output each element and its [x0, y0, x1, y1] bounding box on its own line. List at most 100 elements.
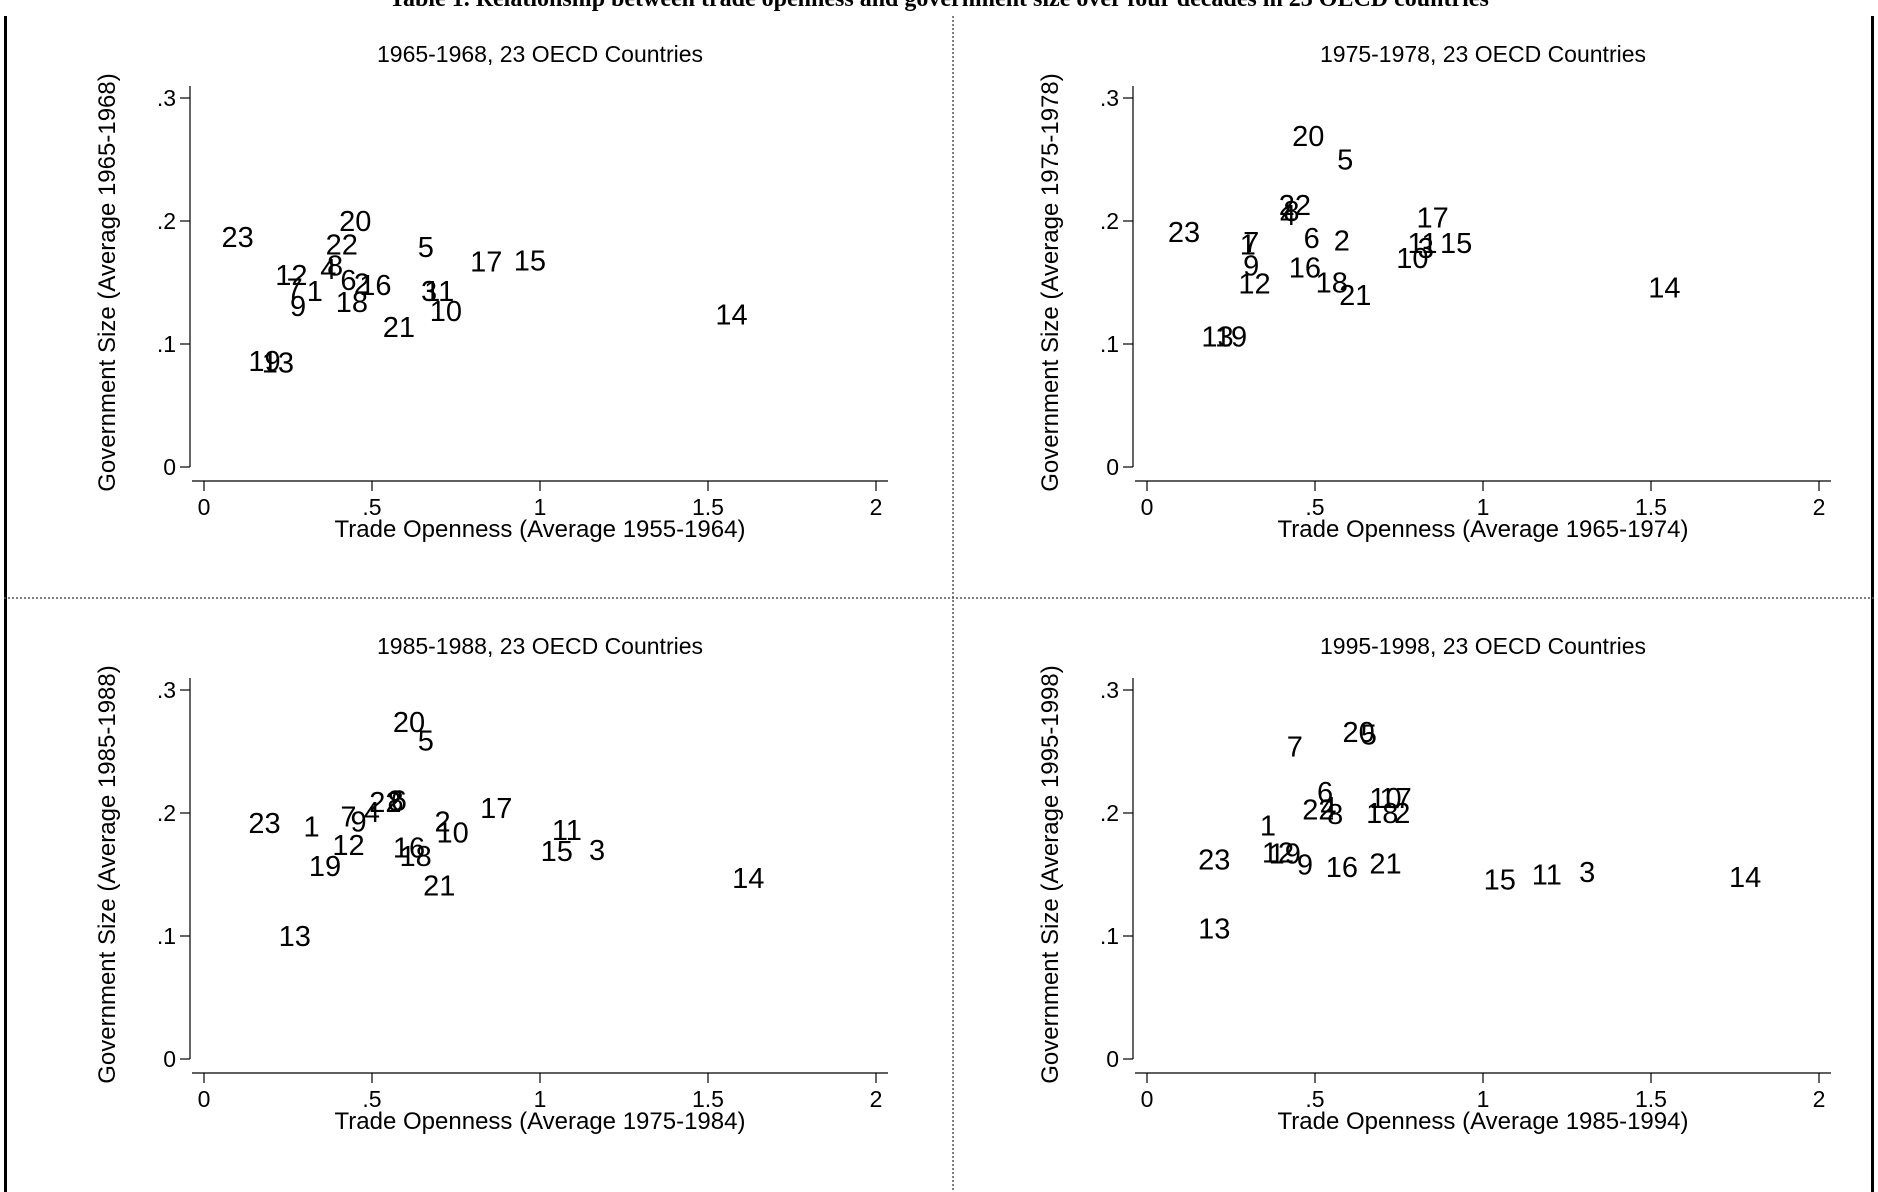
x-tick-label: 2: [1813, 1086, 1826, 1112]
data-point-label: 10: [430, 296, 462, 328]
data-point-label: 3: [1418, 233, 1434, 265]
data-point-label: 14: [732, 863, 764, 895]
data-point-label: 4: [320, 254, 336, 286]
y-tick-label: .1: [1100, 331, 1119, 357]
data-point-label: 23: [1168, 217, 1200, 249]
data-point-label: 20: [1343, 717, 1375, 749]
x-axis-title: Trade Openness (Average 1965-1974): [1278, 516, 1689, 543]
chart-title: 1985-1988, 23 OECD Countries: [377, 633, 703, 659]
data-point-label: 13: [1201, 322, 1233, 354]
data-point-label: 8: [1283, 196, 1299, 228]
data-point-label: 23: [1198, 845, 1230, 877]
data-point-label: 23: [221, 222, 253, 254]
y-tick-label: 0: [163, 1046, 176, 1072]
data-point-label: 8: [1327, 799, 1343, 831]
data-point-label: 11: [424, 276, 454, 308]
data-point-label: 3: [421, 276, 437, 308]
data-point-label: 1: [1260, 810, 1276, 842]
data-point-label: 17: [480, 793, 512, 825]
data-point-label: 12: [332, 830, 364, 862]
x-tick-label: 0: [198, 1086, 211, 1112]
x-tick-label: .5: [362, 1086, 381, 1112]
data-point-label: 9: [350, 807, 366, 839]
data-point-label: 15: [1440, 228, 1472, 260]
data-point-label: 5: [418, 725, 434, 757]
data-point-label: 22: [326, 229, 358, 261]
data-point-label: 15: [1484, 864, 1516, 896]
y-tick-label: .3: [1100, 85, 1119, 111]
data-point-label: 17: [470, 247, 502, 279]
data-point-label: 19: [248, 346, 280, 378]
y-axis-title: Government Size (Average 1985-1988): [94, 665, 121, 1083]
data-point-label: 16: [393, 832, 425, 864]
data-point-label: 12: [275, 260, 307, 292]
x-tick-label: .5: [362, 494, 381, 520]
data-point-label: 22: [1302, 794, 1334, 826]
data-point-label: 18: [336, 287, 368, 319]
x-tick-label: 1.5: [1635, 1086, 1667, 1112]
chart-title: 1965-1968, 23 OECD Countries: [377, 41, 703, 67]
data-point-label: 8: [387, 786, 403, 818]
data-point-label: 2: [1334, 226, 1350, 258]
data-point-label: 20: [1292, 121, 1324, 153]
y-tick-label: 0: [1106, 454, 1119, 480]
y-tick-label: 0: [163, 454, 176, 480]
data-point-label: 16: [1289, 253, 1321, 285]
y-tick-label: .2: [157, 208, 176, 234]
x-tick-label: 1: [1477, 1086, 1490, 1112]
data-point-label: 14: [1648, 272, 1680, 304]
data-point-label: 11: [552, 815, 582, 847]
data-point-label: 15: [514, 245, 546, 277]
data-point-label: 7: [1287, 732, 1303, 764]
data-point-label: 5: [1337, 145, 1353, 177]
data-point-label: 2: [1394, 798, 1410, 830]
x-tick-label: 0: [1141, 1086, 1154, 1112]
chart-title: 1975-1978, 23 OECD Countries: [1320, 41, 1646, 67]
x-tick-label: 1: [1477, 494, 1490, 520]
data-point-label: 11: [1532, 860, 1562, 892]
data-point-label: 10: [437, 818, 469, 850]
y-tick-label: .3: [157, 677, 176, 703]
y-tick-label: .2: [157, 800, 176, 826]
data-point-label: 2: [354, 269, 370, 301]
data-point-label: 22: [1279, 190, 1311, 222]
data-point-label: 6: [1317, 777, 1333, 809]
y-axis-title: Government Size (Average 1995-1998): [1037, 665, 1064, 1083]
data-point-label: 12: [1262, 837, 1294, 869]
data-point-label: 9: [1243, 250, 1259, 282]
data-point-label: 13: [1198, 914, 1230, 946]
data-point-label: 7: [287, 274, 303, 306]
data-point-label: 7: [1243, 227, 1259, 259]
data-point-label: 4: [1280, 200, 1296, 232]
y-tick-label: .2: [1100, 800, 1119, 826]
data-point-label: 19: [1269, 839, 1301, 871]
data-point-label: 9: [290, 291, 306, 323]
data-point-label: 1: [303, 812, 319, 844]
data-point-label: 3: [589, 835, 605, 867]
x-tick-label: 1.5: [692, 494, 724, 520]
data-point-label: 20: [393, 707, 425, 739]
data-point-label: 22: [369, 787, 401, 819]
data-point-label: 19: [309, 851, 341, 883]
data-point-label: 14: [1729, 862, 1761, 894]
data-point-label: 20: [339, 206, 371, 238]
data-point-label: 6: [391, 786, 407, 818]
data-point-label: 16: [1326, 852, 1358, 884]
y-tick-label: .1: [157, 923, 176, 949]
data-point-label: 3: [1579, 857, 1595, 889]
table-caption: Table 1. Relationship between trade open…: [0, 0, 1878, 13]
x-tick-label: 1: [534, 1086, 547, 1112]
y-tick-label: .3: [1100, 677, 1119, 703]
data-point-label: 18: [1366, 798, 1398, 830]
data-point-label: 14: [715, 299, 747, 331]
x-tick-label: 0: [198, 494, 211, 520]
x-axis-title: Trade Openness (Average 1975-1984): [335, 1108, 746, 1135]
data-point-label: 13: [262, 347, 294, 379]
data-point-label: 21: [1339, 280, 1371, 312]
y-tick-label: .1: [1100, 923, 1119, 949]
data-point-label: 21: [383, 312, 415, 344]
